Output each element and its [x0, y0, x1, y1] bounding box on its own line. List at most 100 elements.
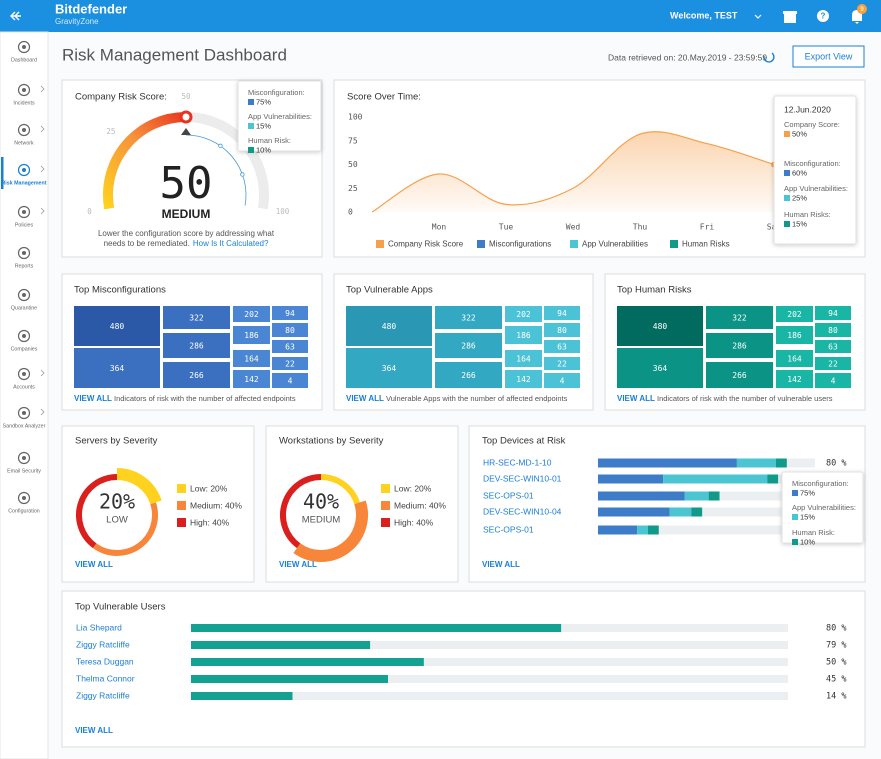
tooltip-swatch: [784, 131, 790, 137]
treemap-value: 202: [516, 310, 531, 319]
treemap-value: 322: [189, 314, 204, 323]
treemap-note: Indicators of risk with the number of af…: [114, 394, 296, 403]
device-name[interactable]: SEC-OPS-01: [483, 490, 534, 500]
treemap-cell: [776, 326, 813, 344]
nav-icon[interactable]: [17, 288, 31, 302]
treemap-value: 22: [828, 360, 838, 369]
donut-segment: [92, 502, 158, 556]
gauge-pointer: [179, 110, 193, 124]
treemap-cell: [544, 323, 580, 337]
treemap-value: 364: [653, 364, 668, 373]
view-all[interactable]: VIEW ALL: [279, 560, 317, 569]
y-tick-label: 0: [348, 208, 353, 217]
nav-label[interactable]: Quarantine: [11, 305, 37, 311]
retrieved-date: Data retrieved on: 20.May.2019 - 23:59:5…: [608, 52, 767, 62]
treemap-value: 164: [516, 355, 531, 364]
nav-label[interactable]: Accounts: [13, 384, 35, 390]
nav-icon[interactable]: [17, 491, 31, 505]
nav-icon[interactable]: [17, 123, 31, 137]
device-name[interactable]: SEC-OPS-01: [483, 524, 534, 534]
donut-segment: [280, 474, 322, 549]
nav-label[interactable]: Email Security: [7, 468, 41, 474]
nav-chevron: [40, 207, 45, 215]
nav-icon-dot: [22, 210, 26, 214]
donut-center: 20%: [99, 490, 135, 514]
nav-icon[interactable]: [17, 406, 31, 420]
treemap-cell: [544, 340, 580, 353]
legend-label: App Vulnerabilities: [582, 240, 648, 249]
nav-label[interactable]: Incidents: [13, 100, 35, 106]
nav-label[interactable]: Configuration: [8, 508, 40, 514]
card-title: Company Risk Score:: [75, 92, 167, 103]
view-all[interactable]: VIEW ALL: [617, 394, 655, 403]
device-name[interactable]: DEV-SEC-WIN10-01: [483, 473, 562, 483]
treemap-cell: [163, 362, 230, 388]
nav-label[interactable]: Dashboard: [11, 57, 37, 63]
tooltip-swatch: [784, 221, 790, 227]
treemap-cell: [233, 306, 270, 322]
treemap-value: 322: [732, 314, 747, 323]
calc-link[interactable]: How Is It Calculated?: [193, 239, 269, 248]
tooltip-value: 15%: [256, 121, 271, 130]
nav-icon[interactable]: [17, 205, 31, 219]
gift-icon[interactable]: [783, 11, 797, 23]
treemap-cell: [272, 323, 308, 337]
view-all[interactable]: VIEW ALL: [75, 726, 113, 735]
device-name[interactable]: DEV-SEC-WIN10-04: [483, 506, 562, 516]
treemap-value: 286: [732, 342, 747, 351]
legend-label: Low: 20%: [190, 483, 228, 493]
risk-note: Lower the configuration score by address…: [98, 229, 275, 238]
nav-label[interactable]: Companies: [11, 346, 38, 352]
nav-icon-dot: [22, 496, 26, 500]
user-name[interactable]: Teresa Duggan: [76, 656, 134, 666]
y-tick-label: 100: [348, 113, 363, 122]
gauge-needle: [181, 128, 191, 135]
nav-label[interactable]: Reports: [15, 263, 34, 269]
donut-level: LOW: [106, 515, 128, 526]
nav-icon[interactable]: [17, 83, 31, 97]
donut-segment: [320, 474, 360, 505]
welcome[interactable]: Welcome, TEST: [670, 10, 738, 20]
x-tick-label: Mon: [432, 223, 447, 232]
x-tick-label: Tue: [499, 223, 514, 232]
view-all[interactable]: VIEW ALL: [75, 560, 113, 569]
user-name[interactable]: Lia Shepard: [76, 622, 122, 632]
nav-icon[interactable]: [17, 246, 31, 260]
nav-icon[interactable]: [17, 329, 31, 343]
menu-toggle[interactable]: [10, 11, 21, 21]
tooltip-value: 15%: [800, 512, 815, 521]
legend-swatch: [670, 240, 678, 248]
user-menu-chevron[interactable]: [754, 14, 762, 19]
view-all[interactable]: VIEW ALL: [74, 394, 112, 403]
treemap-value: 480: [653, 322, 668, 331]
nav-icon[interactable]: [17, 367, 31, 381]
nav-icon[interactable]: [17, 40, 31, 54]
bell-icon[interactable]: [852, 10, 862, 24]
help-icon[interactable]: [817, 10, 829, 22]
export-button[interactable]: [792, 45, 865, 68]
treemap-cell: [233, 350, 270, 367]
gauge-tick-label: 25: [106, 127, 115, 136]
nav-label[interactable]: Network: [14, 140, 34, 146]
user-name[interactable]: Ziggy Ratcliffe: [76, 690, 130, 700]
bar-segment: [598, 525, 638, 535]
tooltip-swatch: [784, 170, 790, 176]
nav-label[interactable]: Policies: [15, 222, 34, 228]
nav-label[interactable]: Risk Management: [1, 180, 46, 186]
bar-segment: [663, 474, 768, 484]
view-all[interactable]: VIEW ALL: [482, 560, 520, 569]
bar: [191, 658, 424, 666]
export-label[interactable]: Export View: [805, 51, 853, 61]
user-name[interactable]: Thelma Connor: [76, 673, 135, 683]
nav-icon[interactable]: [17, 163, 31, 177]
nav-label[interactable]: Sandbox Analyzer: [3, 423, 46, 429]
treemap-cell: [272, 340, 308, 353]
view-all[interactable]: VIEW ALL: [346, 394, 384, 403]
treemap-value: 286: [189, 342, 204, 351]
device-name[interactable]: HR-SEC-MD-1-10: [483, 457, 552, 467]
refresh-icon[interactable]: [763, 52, 775, 63]
user-name[interactable]: Ziggy Ratcliffe: [76, 639, 130, 649]
tooltip-label: Company Score:: [784, 120, 840, 129]
nav-icon[interactable]: [17, 451, 31, 465]
